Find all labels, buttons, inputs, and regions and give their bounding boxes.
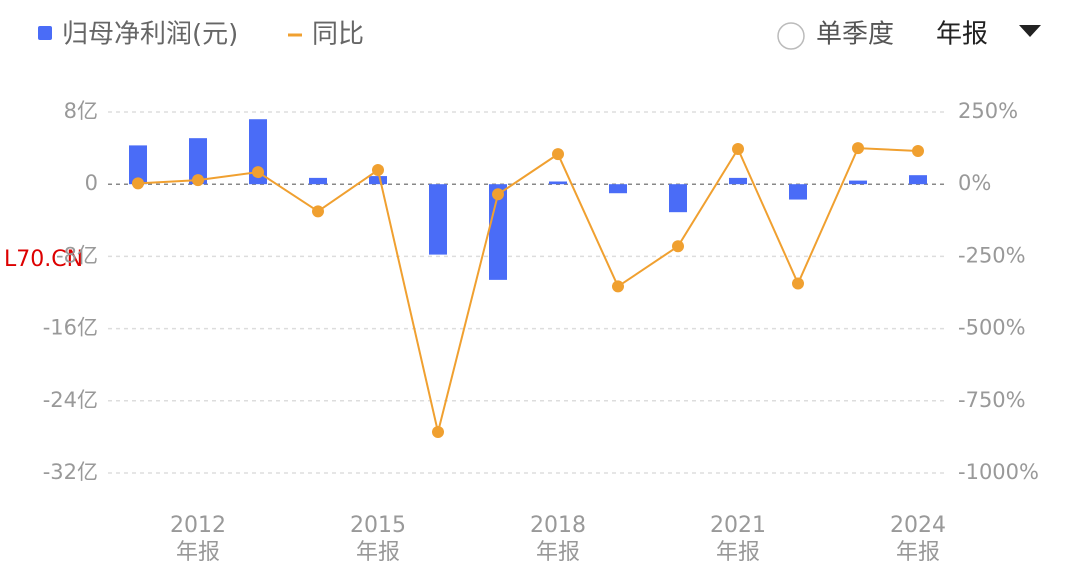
x-tick-label: 2018 年报: [530, 513, 586, 565]
y-tick-label: -8亿: [56, 243, 98, 267]
bar: [369, 176, 387, 185]
watermark: L70.CN: [4, 247, 83, 272]
bar: [909, 175, 927, 185]
radio-label[interactable]: 单季度: [816, 20, 894, 50]
bar: [849, 180, 867, 185]
bar: [789, 184, 807, 200]
bar: [309, 177, 327, 185]
point: [852, 142, 864, 155]
point: [492, 188, 504, 201]
bar: [249, 119, 267, 185]
y2-tick-label: -750%: [958, 388, 1026, 412]
y-tick-label: -32亿: [43, 460, 98, 484]
dropdown-arrow[interactable]: [1019, 25, 1041, 37]
point: [192, 174, 204, 187]
point: [792, 277, 804, 290]
y2-tick-label: -1000%: [958, 460, 1039, 484]
y-tick-label: 0: [85, 171, 98, 195]
point: [612, 280, 624, 293]
bar: [609, 184, 627, 194]
y2-tick-label: -250%: [958, 243, 1026, 267]
x-tick-label: 2024 年报: [890, 513, 946, 565]
point: [552, 148, 564, 161]
bar: [549, 181, 567, 185]
line: [137, 146, 919, 433]
legend-swatch: [38, 26, 52, 40]
point: [432, 425, 444, 438]
y-tick-label: -24亿: [43, 388, 98, 412]
dropdown-label[interactable]: 年报: [936, 20, 988, 50]
legend-label: 归母净利润(元): [62, 20, 238, 50]
bar: [429, 184, 447, 255]
y-tick-label: 8亿: [64, 99, 98, 123]
x-tick-label: 2012 年报: [170, 513, 226, 565]
x-tick-label: 2021 年报: [710, 513, 766, 565]
bar: [129, 145, 147, 185]
y-tick-label: -16亿: [43, 316, 98, 340]
point: [312, 205, 324, 218]
bar: [729, 177, 747, 185]
point: [132, 177, 144, 190]
legend-label: 同比: [312, 20, 364, 50]
y2-tick-label: 0%: [958, 171, 991, 195]
point: [372, 164, 384, 177]
bar: [669, 184, 687, 213]
x-tick-label: 2015 年报: [350, 513, 406, 565]
point: [672, 240, 684, 253]
bar: [189, 138, 207, 185]
y2-tick-label: 250%: [958, 99, 1018, 123]
point: [912, 144, 924, 157]
y2-tick-label: -500%: [958, 316, 1026, 340]
point: [732, 142, 744, 155]
radio[interactable]: [777, 22, 805, 50]
point: [252, 166, 264, 179]
